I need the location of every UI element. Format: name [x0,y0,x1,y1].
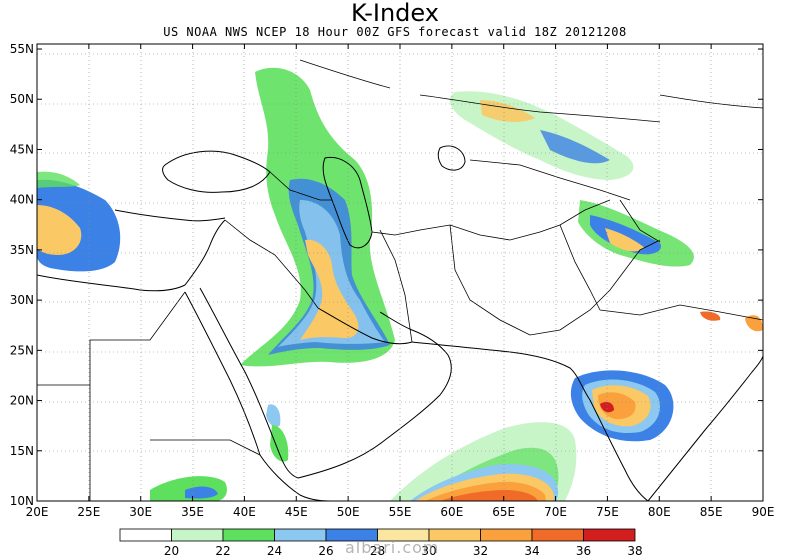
legend-swatch [531,528,584,542]
legend-label-32: 32 [473,544,488,558]
caspian-sea-coast [322,156,373,249]
lon-labels: 20E 25E 30E 35E 40E 45E 50E 55E 60E 65E 70E 75E 80E 8… [26,505,775,519]
lat-label-25N: 25N [10,343,34,357]
lat-label-10N: 10N [10,494,34,508]
turkey-coast [114,209,226,222]
legend-label-24: 24 [267,544,282,558]
chart-subtitle: US NOAA NWS NCEP 18 Hour 00Z GFS forecas… [163,25,627,39]
lon-label-90E: 90E [752,505,775,519]
lon-label-35E: 35E [181,505,204,519]
red-sea-coast-west [184,291,261,456]
mediterranean-cell-yellow [37,205,82,255]
lon-label-30E: 30E [129,505,152,519]
color-legend: 20 22 24 26 28 30 32 34 36 38 [119,528,643,558]
lat-label-20N: 20N [10,394,34,408]
watermark-text: albari.com [345,538,440,557]
legend-label-36: 36 [576,544,591,558]
legend-label-26: 26 [318,544,333,558]
ethiopia-cell-blue [185,486,218,499]
iran-coast [411,341,649,501]
himalaya-band-blue [590,215,661,255]
india-east-coast [647,355,763,501]
borders [37,159,763,501]
black-sea-coast [162,150,271,193]
red-sea-cell-2 [270,425,289,462]
lat-label-50N: 50N [10,92,34,106]
lon-label-40E: 40E [233,505,256,519]
lat-label-45N: 45N [10,142,34,156]
himalaya-band-yellow [605,228,645,252]
arabian-sea-darkorange [440,490,538,501]
legend-swatch [222,528,275,542]
nepal-cell [700,311,721,321]
lat-label-30N: 30N [10,293,34,307]
chart-title: K-Index [351,0,439,27]
lon-label-25E: 25E [77,505,100,519]
india-cell-orange [598,392,636,420]
legend-label-22: 22 [215,544,230,558]
red-sea-cell [266,404,281,427]
lat-label-40N: 40N [10,193,34,207]
persian-gulf-coast [317,307,413,345]
central-asia-band-blue [540,130,610,164]
legend-swatch [583,528,636,542]
ticks [36,44,764,502]
arabia-coast [297,311,452,479]
lon-label-85E: 85E [700,505,723,519]
central-asia-band-yellow [480,100,535,122]
legend-swatch [171,528,224,542]
mediterranean-cell-green [37,171,80,188]
legend-swatch [274,528,327,542]
coastlines [37,59,763,501]
lat-label-55N: 55N [10,42,34,56]
red-sea-coast-east [199,287,299,479]
india-cell-red [600,402,614,413]
legend-label-38: 38 [627,544,642,558]
grid [37,44,763,501]
legend-label-34: 34 [524,544,539,558]
legend-label-28: 28 [370,544,385,558]
legend-label-20: 20 [164,544,179,558]
zagros-band-yellow [300,239,359,340]
aral-sea-coast [437,145,466,171]
mediterranean-coast [37,219,226,292]
north-borders [299,59,763,123]
lon-label-70E: 70E [544,505,567,519]
lat-label-35N: 35N [10,243,34,257]
lon-label-55E: 55E [389,505,412,519]
lon-label-80E: 80E [648,505,671,519]
lat-label-15N: 15N [10,444,34,458]
lon-label-45E: 45E [285,505,308,519]
lon-label-50E: 50E [337,505,360,519]
lat-labels: 55N 50N 45N 40N 35N 30N 25N 20N 15N 10N [10,42,34,508]
legend-swatch [119,528,172,542]
lon-label-75E: 75E [596,505,619,519]
lon-label-65E: 65E [492,505,515,519]
legend-label-30: 30 [421,544,436,558]
lon-label-60E: 60E [440,505,463,519]
k-index-shading [37,67,763,501]
lon-label-20E: 20E [26,505,49,519]
legend-swatch [480,528,533,542]
